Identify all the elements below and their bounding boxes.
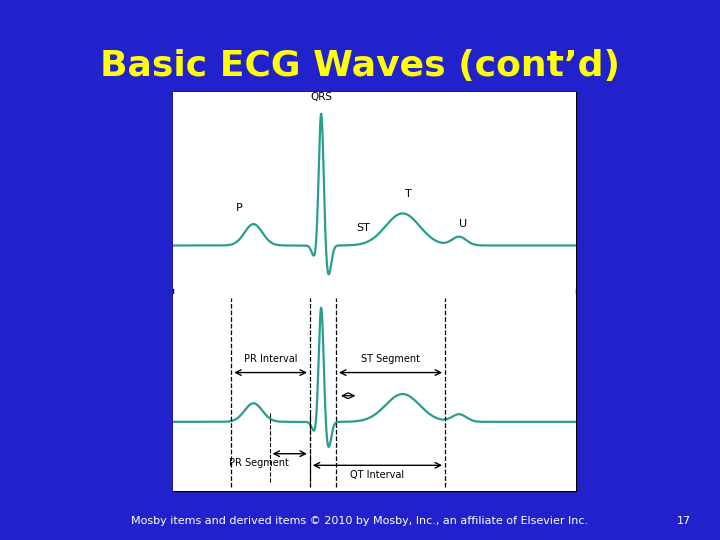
Text: Basic ECG Waves (cont’d): Basic ECG Waves (cont’d)	[100, 49, 620, 83]
Text: PR Segment: PR Segment	[229, 458, 289, 469]
Text: ST: ST	[356, 223, 370, 233]
Text: QRS: QRS	[310, 92, 332, 102]
Text: QT Interval: QT Interval	[351, 470, 405, 480]
Text: 17: 17	[677, 516, 691, 526]
Text: U: U	[459, 219, 467, 229]
Text: ST Segment: ST Segment	[361, 354, 420, 364]
Text: T: T	[405, 190, 412, 199]
Text: P: P	[236, 202, 243, 213]
Text: Mosby items and derived items © 2010 by Mosby, Inc., an affiliate of Elsevier In: Mosby items and derived items © 2010 by …	[132, 516, 588, 526]
Bar	[173, 92, 576, 491]
Text: PR Interval: PR Interval	[244, 354, 297, 364]
